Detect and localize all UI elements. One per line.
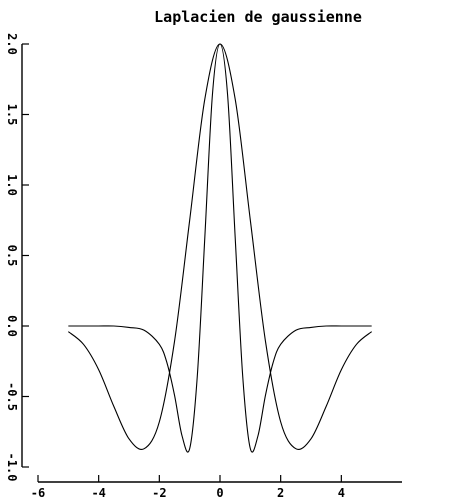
x-tick-label: 0 (216, 486, 223, 500)
x-tick-label: 4 (338, 486, 345, 500)
x-tick-label: -6 (31, 486, 45, 500)
y-tick-label: 0.5 (5, 245, 19, 267)
y-tick-label: 1.0 (5, 174, 19, 196)
y-tick-label: 0.0 (5, 315, 19, 337)
y-tick-label: -0.5 (5, 382, 19, 411)
x-tick-label: -2 (152, 486, 166, 500)
y-tick-label: 2.0 (5, 33, 19, 55)
x-tick-label: -4 (91, 486, 105, 500)
series-line-1 (67, 43, 373, 450)
ticks-group: -1.0 -0.5 0.0 0.5 1.0 1.5 2.0 -6 -4 -2 0 2 4 (5, 33, 345, 500)
chart-title: Laplacien de gaussienne (154, 8, 362, 26)
x-tick-label: 2 (277, 486, 284, 500)
y-tick-label: 1.5 (5, 104, 19, 126)
series-group (67, 43, 373, 453)
series-line-2 (68, 43, 372, 453)
y-tick-label: -1.0 (5, 453, 19, 482)
